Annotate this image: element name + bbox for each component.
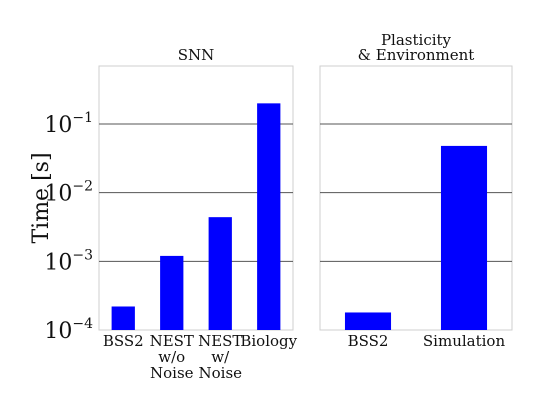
- x-tick-label: BSS2: [103, 332, 144, 350]
- chart-title: SNN: [178, 46, 215, 64]
- bar: [111, 306, 135, 330]
- plasticity-panel: BSS2 Simulation Plasticity & Environment: [319, 31, 513, 350]
- bar: [440, 145, 488, 330]
- y-tick-label: 10−4: [44, 316, 93, 344]
- y-tick-label: 10−2: [44, 179, 93, 207]
- bar: [208, 217, 232, 330]
- chart-title: Plasticity & Environment: [358, 31, 475, 64]
- x-tick-label: NEST w/o Noise: [150, 332, 194, 382]
- y-tick-label: 10−3: [44, 247, 93, 275]
- y-tick-label: 10−1: [44, 110, 93, 138]
- x-tick-label: Biology: [240, 332, 297, 350]
- bar: [257, 103, 281, 330]
- x-tick-label: BSS2: [348, 332, 389, 350]
- bar: [160, 255, 184, 330]
- x-tick-label: NEST w/Noise: [198, 332, 242, 382]
- bar: [344, 312, 392, 330]
- y-axis-label: Time [s]: [29, 152, 54, 243]
- x-tick-label: Simulation: [423, 332, 506, 350]
